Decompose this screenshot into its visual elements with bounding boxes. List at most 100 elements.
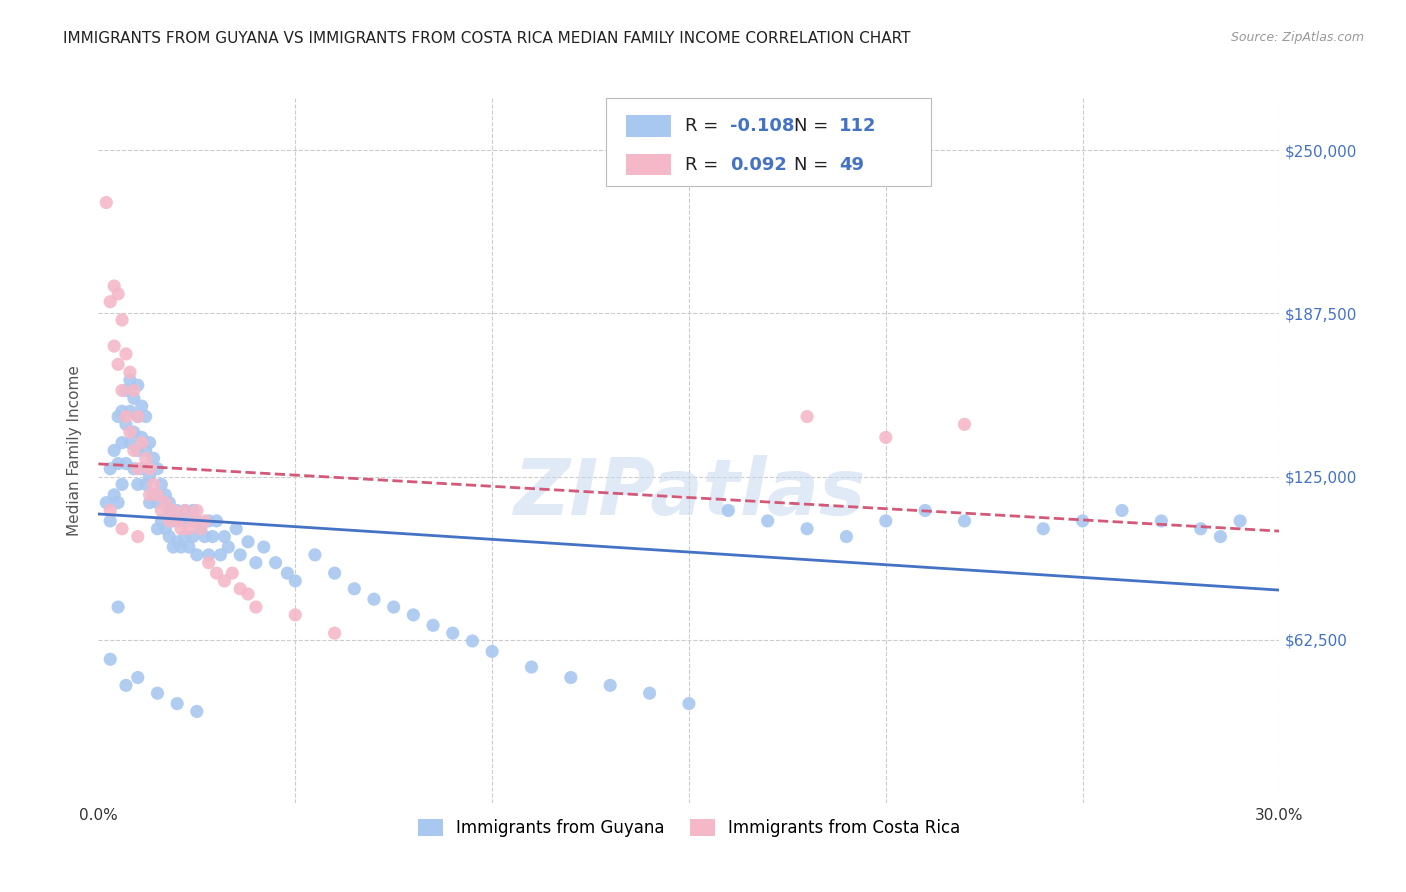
Point xyxy=(135,409,157,424)
Point xyxy=(146,522,169,536)
Point xyxy=(1111,503,1133,517)
Point xyxy=(174,530,197,544)
Point xyxy=(115,347,138,361)
Point xyxy=(205,566,228,581)
Point xyxy=(115,384,138,398)
FancyBboxPatch shape xyxy=(626,154,671,176)
Point xyxy=(135,451,157,466)
Point xyxy=(107,286,129,301)
Point xyxy=(197,514,219,528)
Point xyxy=(131,430,153,444)
Point xyxy=(122,443,145,458)
Text: IMMIGRANTS FROM GUYANA VS IMMIGRANTS FROM COSTA RICA MEDIAN FAMILY INCOME CORREL: IMMIGRANTS FROM GUYANA VS IMMIGRANTS FRO… xyxy=(63,31,911,46)
Point xyxy=(221,566,243,581)
Point xyxy=(245,556,267,570)
Point xyxy=(146,686,169,700)
Point xyxy=(1150,514,1173,528)
Point xyxy=(127,409,149,424)
Point xyxy=(953,417,976,432)
Point xyxy=(177,522,200,536)
Point xyxy=(1071,514,1094,528)
FancyBboxPatch shape xyxy=(606,98,931,186)
Point xyxy=(138,435,160,450)
Point xyxy=(382,600,405,615)
Point xyxy=(150,503,173,517)
Point xyxy=(402,607,425,622)
Text: 49: 49 xyxy=(839,156,863,174)
Point xyxy=(323,626,346,640)
Point xyxy=(111,404,134,418)
Point xyxy=(177,540,200,554)
Point xyxy=(122,461,145,475)
Point xyxy=(756,514,779,528)
Point xyxy=(135,443,157,458)
Point xyxy=(217,540,239,554)
Point xyxy=(111,313,134,327)
Point xyxy=(127,443,149,458)
Point xyxy=(138,488,160,502)
Point xyxy=(186,705,208,719)
Point xyxy=(174,503,197,517)
Point xyxy=(131,435,153,450)
Point xyxy=(835,530,858,544)
Point xyxy=(186,503,208,517)
Point xyxy=(177,514,200,528)
Point xyxy=(276,566,298,581)
Point xyxy=(166,503,188,517)
Point xyxy=(1189,522,1212,536)
Point xyxy=(1032,522,1054,536)
Point xyxy=(253,540,276,554)
Point xyxy=(142,451,165,466)
Point xyxy=(122,391,145,405)
Point xyxy=(481,644,503,658)
Point xyxy=(103,279,125,293)
Point xyxy=(115,409,138,424)
Point xyxy=(170,540,193,554)
Point xyxy=(127,409,149,424)
Point xyxy=(127,461,149,475)
Point xyxy=(142,477,165,491)
Point xyxy=(122,425,145,440)
Text: N =: N = xyxy=(794,117,834,135)
Point xyxy=(245,600,267,615)
Point xyxy=(181,530,204,544)
Point xyxy=(264,556,287,570)
Point xyxy=(142,488,165,502)
Point xyxy=(166,697,188,711)
Point xyxy=(115,457,138,471)
Point xyxy=(107,600,129,615)
Point xyxy=(284,574,307,588)
Point xyxy=(717,503,740,517)
Text: R =: R = xyxy=(685,117,724,135)
Point xyxy=(201,530,224,544)
Point xyxy=(96,496,118,510)
Point xyxy=(284,607,307,622)
Point xyxy=(162,514,184,528)
Point xyxy=(96,195,118,210)
Point xyxy=(181,503,204,517)
Point xyxy=(127,477,149,491)
Point xyxy=(914,503,936,517)
Y-axis label: Median Family Income: Median Family Income xyxy=(67,365,83,536)
Point xyxy=(214,574,236,588)
Point xyxy=(186,514,208,528)
Point xyxy=(225,522,247,536)
Text: 112: 112 xyxy=(839,117,876,135)
Point xyxy=(107,457,129,471)
Point xyxy=(98,294,121,309)
Point xyxy=(875,514,897,528)
Point xyxy=(441,626,464,640)
Point xyxy=(520,660,543,674)
Point xyxy=(157,503,180,517)
Point xyxy=(186,548,208,562)
Point xyxy=(155,496,177,510)
Point xyxy=(146,461,169,475)
Point xyxy=(236,534,259,549)
Point xyxy=(155,522,177,536)
Point xyxy=(118,435,141,450)
Point xyxy=(170,514,193,528)
Point xyxy=(155,488,177,502)
Point xyxy=(127,530,149,544)
Point xyxy=(875,430,897,444)
Point xyxy=(166,534,188,549)
